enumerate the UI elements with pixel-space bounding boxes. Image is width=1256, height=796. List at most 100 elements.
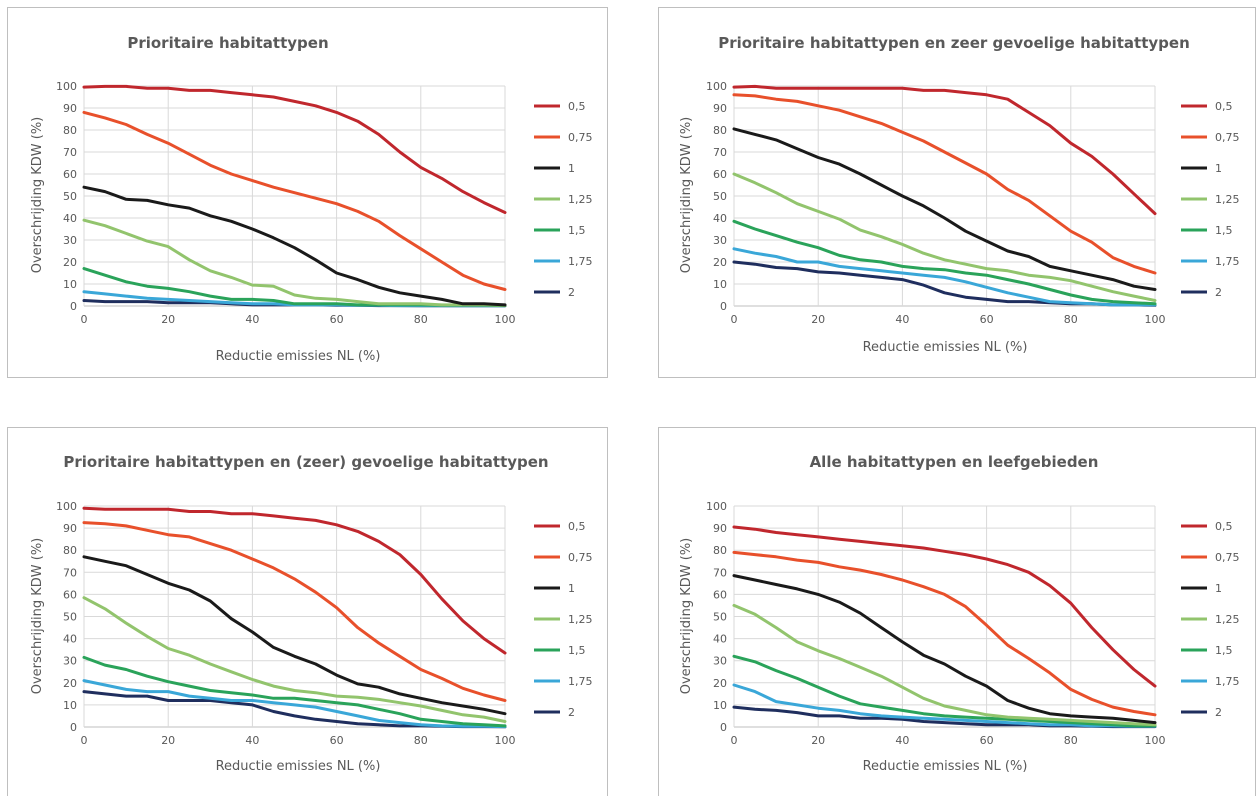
y-tick-label: 0 [720,300,727,313]
series-line-1 [732,127,1157,291]
x-tick-label: 0 [731,313,738,326]
legend-label: 1,25 [1215,193,1240,206]
y-tick-label: 30 [713,655,727,668]
y-tick-label: 40 [63,633,77,646]
y-tick-label: 90 [63,522,77,535]
legend-label: 0,5 [1215,100,1233,113]
y-tick-label: 80 [713,124,727,137]
x-axis-label: Reductie emissies NL (%) [216,349,381,364]
x-tick-label: 80 [1064,313,1078,326]
x-tick-label: 60 [980,313,994,326]
x-tick-label: 40 [245,734,259,747]
series-line-0-75 [732,550,1157,717]
x-tick-label: 100 [495,313,516,326]
series-line-0-75 [82,110,507,291]
y-tick-label: 70 [63,566,77,579]
y-tick-label: 40 [63,212,77,225]
series-line-1 [82,555,507,716]
x-tick-label: 60 [330,734,344,747]
legend-label: 1 [568,582,575,595]
chart-title: Alle habitattypen en leefgebieden [810,453,1099,471]
series-line-1-75 [732,683,1157,728]
legend-label: 2 [568,706,575,719]
x-tick-label: 100 [1145,313,1166,326]
y-tick-label: 40 [713,633,727,646]
legend-label: 0,75 [1215,131,1240,144]
legend-label: 1,75 [568,255,593,268]
y-tick-label: 50 [713,611,727,624]
legend-label: 1,5 [1215,224,1233,237]
y-tick-label: 0 [70,721,77,734]
legend-label: 2 [568,286,575,299]
series-line-0-5 [732,84,1157,216]
y-tick-label: 10 [713,278,727,291]
y-tick-label: 50 [63,190,77,203]
legend-label: 1,25 [568,613,593,626]
x-axis-label: Reductie emissies NL (%) [863,759,1028,774]
x-tick-label: 20 [161,313,175,326]
y-tick-label: 60 [63,168,77,181]
y-tick-label: 0 [70,300,77,313]
y-tick-label: 90 [63,102,77,115]
chart-panel-prioritaire-zeer-gevoelig-haakjes: Prioritaire habitattypen en (zeer) gevoe… [7,427,608,796]
x-tick-label: 40 [895,734,909,747]
series-line-1-5 [732,219,1157,306]
y-tick-label: 10 [63,278,77,291]
y-tick-label: 60 [713,168,727,181]
line-chart-alle-habitattypen: Alle habitattypen en leefgebieden Reduct… [679,453,1240,774]
line-chart-prioritaire-zeer-gevoelig-haakjes: Prioritaire habitattypen en (zeer) gevoe… [30,453,593,774]
gridlines [733,85,1156,307]
legend-label: 1 [1215,162,1222,175]
legend-label: 1,25 [568,193,593,206]
x-tick-label: 60 [330,313,344,326]
y-tick-label: 50 [63,611,77,624]
series-line-0-75 [732,93,1157,275]
chart-panel-prioritaire: Prioritaire habitattypen Reductie emissi… [7,7,608,378]
y-axis-label: Overschrijding KDW (%) [30,538,45,695]
y-tick-label: 70 [713,566,727,579]
legend-label: 0,5 [568,100,586,113]
x-tick-label: 60 [980,734,994,747]
y-tick-label: 20 [713,256,727,269]
y-tick-label: 30 [713,234,727,247]
chart-title: Prioritaire habitattypen en zeer gevoeli… [718,34,1190,52]
y-tick-label: 50 [713,190,727,203]
x-tick-label: 0 [81,313,88,326]
series-line-1-25 [82,596,507,723]
y-tick-label: 100 [56,500,77,513]
chart-panel-prioritaire-zeer-gevoelig: Prioritaire habitattypen en zeer gevoeli… [658,7,1256,378]
series-line-0-5 [82,84,507,214]
legend-label: 2 [1215,286,1222,299]
legend-label: 1,25 [1215,613,1240,626]
y-tick-label: 90 [713,522,727,535]
legend-label: 0,75 [1215,551,1240,564]
chart-title: Prioritaire habitattypen [127,34,328,52]
series-line-1-5 [732,654,1157,728]
x-tick-label: 80 [1064,734,1078,747]
y-tick-label: 70 [63,146,77,159]
legend-label: 0,75 [568,131,593,144]
series-line-0-5 [82,506,507,655]
y-tick-label: 30 [63,234,77,247]
series-line-1 [732,574,1157,725]
series-line-1-75 [82,679,507,729]
y-tick-label: 70 [713,146,727,159]
legend-label: 1,5 [568,644,586,657]
legend-label: 0,5 [568,520,586,533]
y-tick-label: 60 [63,588,77,601]
y-tick-label: 20 [63,256,77,269]
legend-label: 1 [1215,582,1222,595]
x-axis-label: Reductie emissies NL (%) [216,759,381,774]
x-tick-label: 40 [895,313,909,326]
y-axis-label: Overschrijding KDW (%) [679,538,694,695]
y-tick-label: 10 [63,699,77,712]
x-tick-label: 80 [414,734,428,747]
y-tick-label: 10 [713,699,727,712]
y-tick-label: 80 [63,544,77,557]
legend-label: 1,75 [568,675,593,688]
x-tick-label: 0 [731,734,738,747]
y-axis-label: Overschrijding KDW (%) [30,117,45,274]
series-line-0-5 [732,525,1157,688]
y-tick-label: 90 [713,102,727,115]
x-tick-label: 100 [495,734,516,747]
